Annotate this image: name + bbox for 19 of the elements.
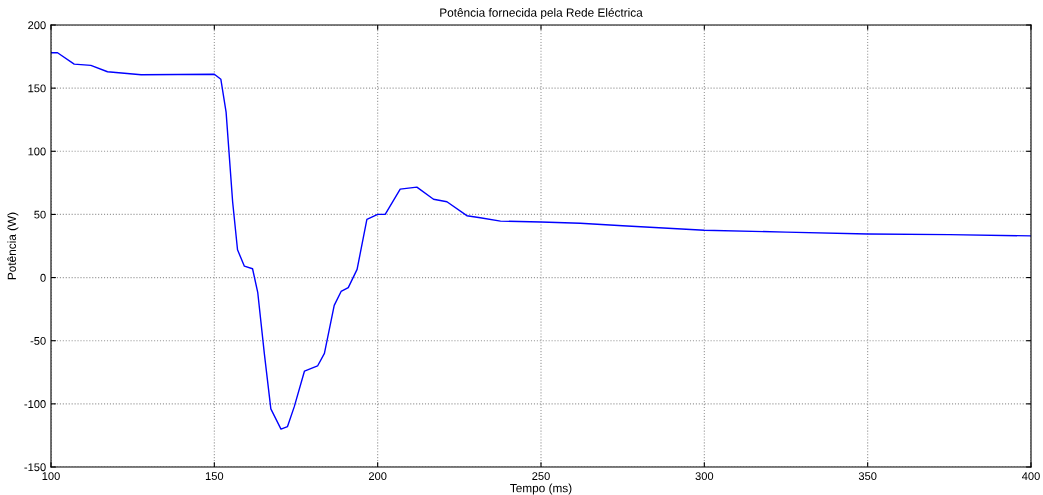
y-tick-label: 200 bbox=[28, 21, 46, 30]
y-tick-label: -50 bbox=[30, 336, 46, 345]
y-tick-label: 50 bbox=[34, 210, 46, 219]
x-tick-label: 400 bbox=[1021, 472, 1040, 481]
y-tick-label: 0 bbox=[40, 273, 46, 282]
chart-title: Potência fornecida pela Rede Eléctrica bbox=[440, 7, 643, 20]
y-axis-title: Potência (W) bbox=[7, 212, 19, 280]
y-tick-label: 100 bbox=[28, 147, 46, 156]
x-tick-label: 100 bbox=[42, 472, 60, 481]
x-tick-label: 300 bbox=[695, 472, 714, 481]
y-tick-label: -100 bbox=[24, 400, 46, 408]
x-tick-label: 200 bbox=[368, 472, 387, 481]
y-tick-label: -150 bbox=[24, 463, 46, 472]
x-tick-label: 350 bbox=[858, 472, 877, 481]
y-tick-label: 150 bbox=[28, 84, 46, 93]
x-tick-label: 150 bbox=[205, 472, 224, 481]
x-axis-title: Tempo (ms) bbox=[510, 483, 572, 495]
x-tick-label: 250 bbox=[532, 472, 550, 481]
line-series bbox=[51, 52, 1031, 430]
